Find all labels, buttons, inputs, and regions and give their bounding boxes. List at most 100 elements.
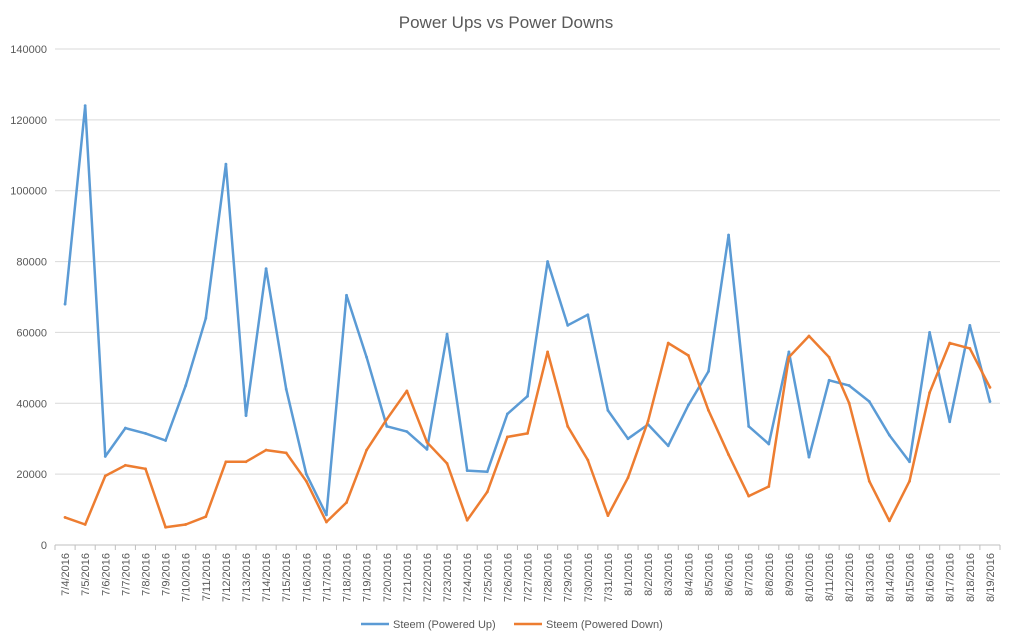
data-point <box>244 460 248 464</box>
data-point <box>787 355 791 359</box>
data-point <box>505 412 509 416</box>
data-point <box>385 417 389 421</box>
x-tick-label: 7/11/2016 <box>201 553 213 601</box>
data-point <box>325 513 328 517</box>
data-point <box>103 455 107 458</box>
data-point <box>445 462 449 465</box>
x-tick-label: 8/17/2016 <box>945 553 957 602</box>
legend-label: Steem (Powered Up) <box>393 619 496 631</box>
data-point <box>606 408 610 412</box>
data-point <box>646 419 650 423</box>
data-point <box>827 378 831 382</box>
x-tick-label: 8/15/2016 <box>905 553 917 602</box>
x-tick-label: 8/11/2016 <box>824 553 836 601</box>
series-line-powered-up <box>63 104 992 517</box>
data-point <box>908 460 911 464</box>
x-tick-label: 8/16/2016 <box>925 553 937 602</box>
data-point <box>425 447 429 451</box>
x-tick-label: 8/12/2016 <box>844 553 856 602</box>
x-tick-label: 7/20/2016 <box>382 553 394 602</box>
data-point <box>686 354 690 357</box>
data-point <box>928 331 932 334</box>
data-point <box>224 162 228 166</box>
x-tick-label: 7/13/2016 <box>241 553 253 602</box>
x-tick-label: 8/7/2016 <box>744 553 756 596</box>
x-tick-label: 8/18/2016 <box>965 553 977 602</box>
legend-item: Steem (Powered Down) <box>514 619 663 631</box>
data-point <box>465 469 469 472</box>
series-points <box>63 104 992 517</box>
data-point <box>727 453 730 457</box>
x-tick-label: 7/4/2016 <box>60 553 72 596</box>
data-point <box>747 424 751 428</box>
data-point <box>908 479 911 483</box>
x-tick-label: 7/17/2016 <box>321 553 333 602</box>
data-point <box>405 389 409 393</box>
x-tick-label: 7/5/2016 <box>80 553 92 596</box>
gridlines <box>55 48 1000 546</box>
data-point <box>626 437 630 441</box>
x-tick-label: 7/14/2016 <box>261 553 273 602</box>
data-point <box>847 384 851 387</box>
x-tick-label: 8/2/2016 <box>643 553 655 596</box>
data-point <box>968 323 972 327</box>
data-point <box>787 350 791 354</box>
x-tick-label: 7/30/2016 <box>583 553 595 602</box>
data-point <box>586 313 590 317</box>
data-point <box>888 519 891 523</box>
data-point <box>566 323 570 327</box>
data-point <box>345 501 348 504</box>
x-tick-label: 7/29/2016 <box>563 553 575 602</box>
legend-label: Steem (Powered Down) <box>546 619 663 631</box>
data-point <box>264 267 268 271</box>
x-tick-label: 8/5/2016 <box>703 553 715 596</box>
x-tick-label: 7/27/2016 <box>523 553 535 602</box>
data-point <box>727 233 730 237</box>
y-tick-label: 60000 <box>16 327 47 339</box>
x-tick-label: 8/1/2016 <box>623 553 635 596</box>
x-tick-label: 8/10/2016 <box>804 553 816 602</box>
x-tick-label: 8/9/2016 <box>784 553 796 596</box>
x-tick-label: 7/12/2016 <box>221 553 233 602</box>
legend: Steem (Powered Up) Steem (Powered Down) <box>361 619 663 631</box>
y-tick-label: 20000 <box>16 469 47 481</box>
data-point <box>867 400 871 403</box>
x-tick-label: 7/7/2016 <box>120 553 132 596</box>
data-point <box>184 384 188 387</box>
x-tick-label: 8/19/2016 <box>985 553 997 602</box>
data-point <box>284 451 288 455</box>
x-tick-label: 7/23/2016 <box>442 553 454 602</box>
x-tick-label: 8/8/2016 <box>764 553 776 596</box>
data-point <box>626 476 630 480</box>
data-point <box>526 394 529 398</box>
x-tick-label: 7/10/2016 <box>181 553 193 602</box>
data-point <box>425 440 429 444</box>
data-point <box>83 104 87 108</box>
data-point <box>747 494 751 498</box>
data-point <box>948 420 952 424</box>
x-tick-label: 7/8/2016 <box>140 553 152 596</box>
series-points <box>63 334 992 529</box>
data-point <box>184 523 188 526</box>
data-point <box>144 467 147 471</box>
data-point <box>988 400 992 403</box>
x-tick-label: 7/15/2016 <box>281 553 293 602</box>
data-point <box>707 408 710 412</box>
data-point <box>123 463 127 467</box>
data-point <box>63 515 67 519</box>
data-point <box>505 435 509 439</box>
y-tick-label: 120000 <box>10 115 47 127</box>
data-point <box>405 430 409 434</box>
data-point <box>968 346 972 350</box>
data-point <box>847 401 851 405</box>
x-tick-label: 8/14/2016 <box>884 553 896 602</box>
x-tick-label: 7/6/2016 <box>100 553 112 596</box>
x-tick-label: 7/28/2016 <box>543 553 555 602</box>
x-tick-label: 7/19/2016 <box>362 553 374 602</box>
data-point <box>123 426 127 430</box>
data-point <box>144 432 147 435</box>
x-tick-label: 7/26/2016 <box>502 553 514 602</box>
x-tick-label: 7/24/2016 <box>462 553 474 602</box>
